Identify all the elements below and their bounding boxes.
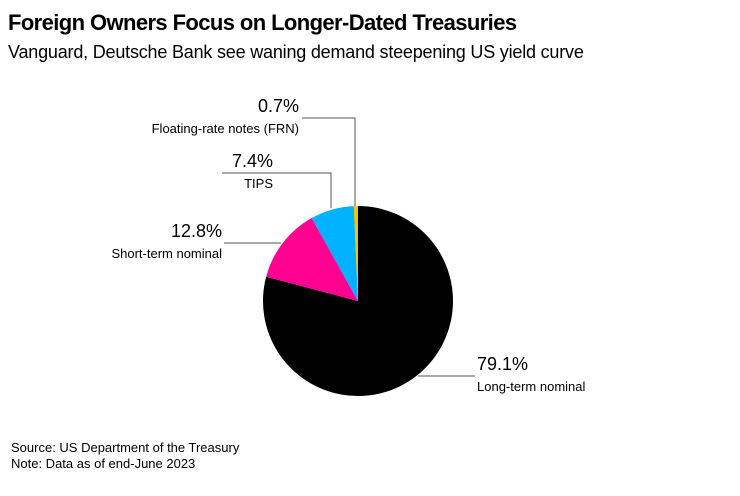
leader-lines bbox=[222, 117, 475, 377]
data-label-long-term-value: 79.1% bbox=[477, 354, 528, 374]
leader-line-frn bbox=[302, 117, 356, 206]
pie-slice-short-term-nominal bbox=[266, 218, 358, 301]
source-note: Source: US Department of the Treasury bbox=[11, 440, 240, 455]
leader-line-tips bbox=[222, 172, 332, 208]
chart-title: Foreign Owners Focus on Longer-Dated Tre… bbox=[8, 10, 517, 35]
pie-slice-floating-rate-notes-frn bbox=[353, 206, 358, 301]
data-note: Note: Data as of end-June 2023 bbox=[11, 456, 196, 471]
data-label-long-term-name: Long-term nominal bbox=[477, 379, 585, 394]
data-label-frn-value: 0.7% bbox=[258, 96, 299, 116]
data-label-tips-value: 7.4% bbox=[232, 151, 273, 171]
pie-slice-tips bbox=[311, 206, 358, 301]
chart-subtitle: Vanguard, Deutsche Bank see waning deman… bbox=[8, 42, 584, 62]
data-label-short-term-value: 12.8% bbox=[171, 221, 222, 241]
data-label-short-term-name: Short-term nominal bbox=[111, 246, 222, 261]
data-label-tips-name: TIPS bbox=[244, 176, 273, 191]
data-label-frn-name: Floating-rate notes (FRN) bbox=[152, 121, 299, 136]
pie-slices bbox=[263, 206, 454, 396]
